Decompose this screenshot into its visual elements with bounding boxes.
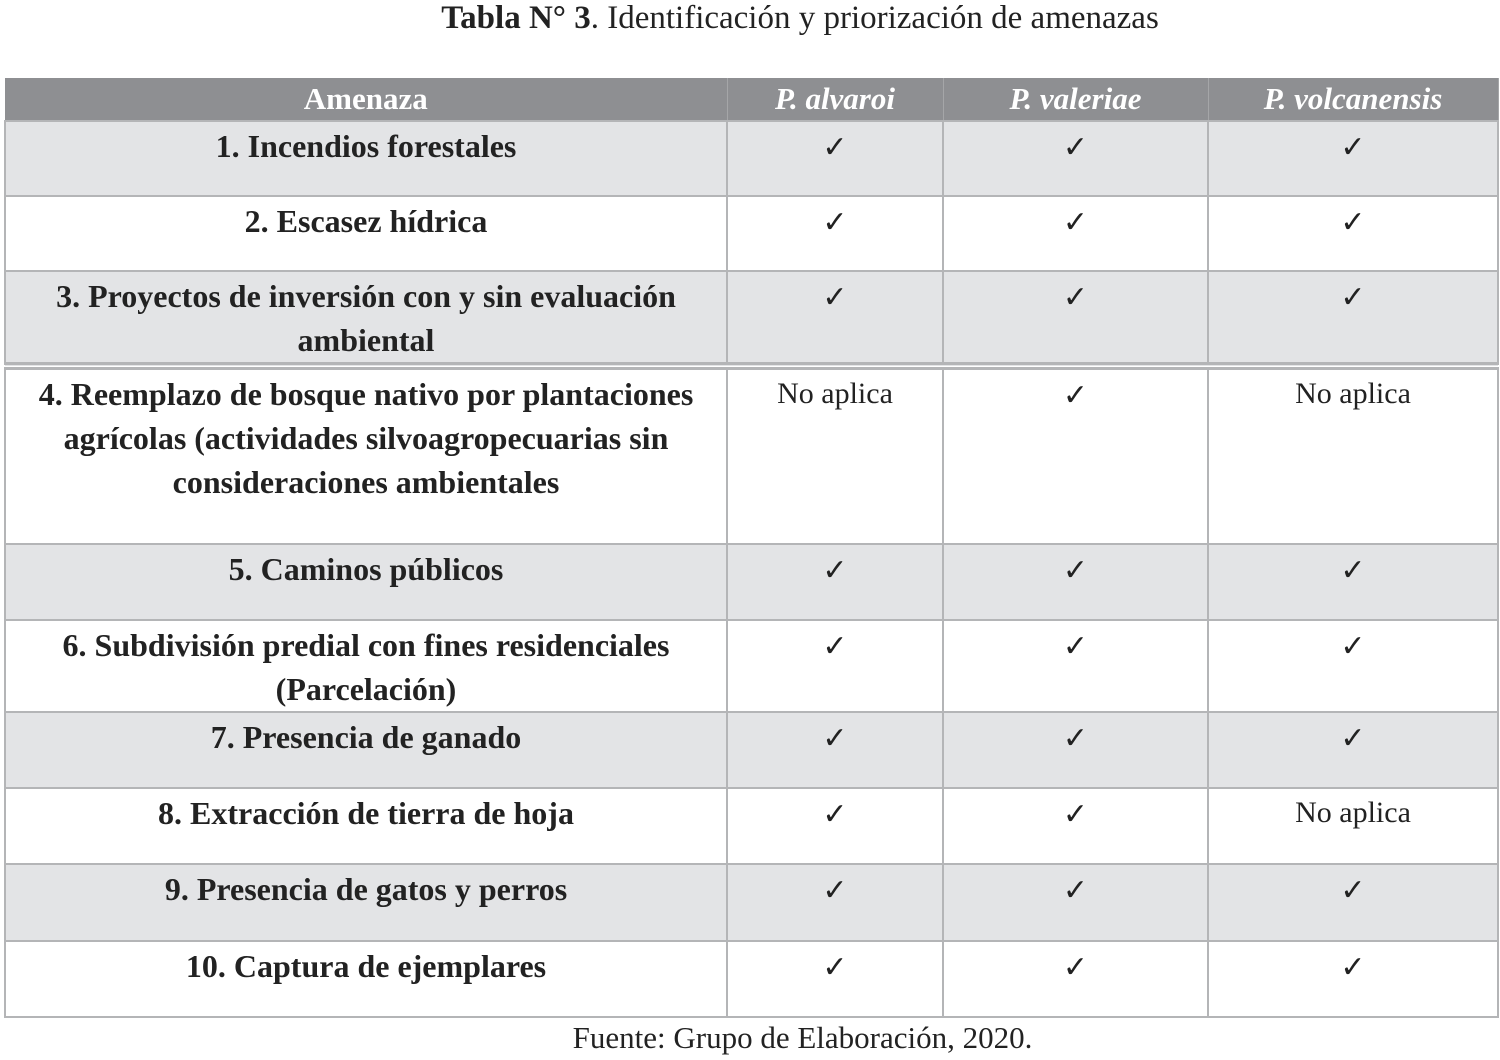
check-icon: ✓ xyxy=(1207,863,1499,942)
check-icon: ✓ xyxy=(942,195,1209,272)
header-p-volcanensis: P. volcanensis xyxy=(1208,78,1499,121)
check-icon: ✓ xyxy=(1207,543,1499,621)
threat-name: 8. Extracción de tierra de hoja xyxy=(4,787,728,865)
check-icon: ✓ xyxy=(726,711,944,789)
threat-name: 4. Reemplazo de bosque nativo por planta… xyxy=(4,365,728,545)
table-row: 5. Caminos públicos ✓ ✓ ✓ xyxy=(4,543,1499,621)
table-row: 1. Incendios forestales ✓ ✓ ✓ xyxy=(4,120,1499,197)
check-icon: ✓ xyxy=(1207,270,1499,370)
check-icon: ✓ xyxy=(726,120,944,197)
table-number: Tabla N° 3 xyxy=(441,0,591,36)
header-row: Amenaza P. alvaroi P. valeriae P. volcan… xyxy=(5,78,1499,121)
check-icon: ✓ xyxy=(1207,940,1499,1018)
check-icon: ✓ xyxy=(726,619,944,713)
threat-name: 6. Subdivisión predial con fines residen… xyxy=(4,619,728,713)
check-icon: ✓ xyxy=(726,863,944,942)
table-row: 8. Extracción de tierra de hoja ✓ ✓ No apli… xyxy=(4,787,1499,865)
header-p-valeriae: P. valeriae xyxy=(943,78,1209,121)
not-applicable-cell: No aplica xyxy=(1207,365,1499,545)
threat-name: 2. Escasez hídrica xyxy=(4,195,728,272)
table-row: 10. Captura de ejemplares ✓ ✓ ✓ xyxy=(4,940,1499,1018)
check-icon: ✓ xyxy=(942,270,1209,370)
table-caption: . Identificación y priorización de amena… xyxy=(590,0,1159,36)
check-icon: ✓ xyxy=(942,863,1209,942)
check-icon: ✓ xyxy=(726,940,944,1018)
not-applicable-cell: No aplica xyxy=(726,365,944,545)
check-icon: ✓ xyxy=(726,543,944,621)
not-applicable-cell: No aplica xyxy=(1207,787,1499,865)
table-row: 4. Reemplazo de bosque nativo por planta… xyxy=(4,365,1499,545)
header-p-alvaroi: P. alvaroi xyxy=(727,78,944,121)
source-note: Fuente: Grupo de Elaboración, 2020. xyxy=(572,1020,1033,1055)
check-icon: ✓ xyxy=(942,787,1209,865)
check-icon: ✓ xyxy=(942,120,1209,197)
threat-name: 10. Captura de ejemplares xyxy=(4,940,728,1018)
check-icon: ✓ xyxy=(1207,619,1499,713)
check-icon: ✓ xyxy=(942,543,1209,621)
table-title: Tabla N° 3. Identificación y priorizació… xyxy=(0,0,1500,36)
table-row: 9. Presencia de gatos y perros ✓ ✓ ✓ xyxy=(4,863,1499,942)
table-row: 6. Subdivisión predial con fines residen… xyxy=(4,619,1499,713)
table-row: 2. Escasez hídrica ✓ ✓ ✓ xyxy=(4,195,1499,272)
check-icon: ✓ xyxy=(1207,711,1499,789)
threat-name: 9. Presencia de gatos y perros xyxy=(4,863,728,942)
threat-name: 5. Caminos públicos xyxy=(4,543,728,621)
check-icon: ✓ xyxy=(942,940,1209,1018)
check-icon: ✓ xyxy=(942,619,1209,713)
check-icon: ✓ xyxy=(1207,195,1499,272)
check-icon: ✓ xyxy=(942,711,1209,789)
header-amenaza: Amenaza xyxy=(5,78,728,121)
threat-name: 1. Incendios forestales xyxy=(4,120,728,197)
threats-table: Amenaza P. alvaroi P. valeriae P. volcan… xyxy=(4,78,1499,1018)
check-icon: ✓ xyxy=(726,787,944,865)
check-icon: ✓ xyxy=(942,365,1209,545)
check-icon: ✓ xyxy=(726,195,944,272)
table-row: 3. Proyectos de inversión con y sin eval… xyxy=(4,270,1499,370)
table-row: 7. Presencia de ganado ✓ ✓ ✓ xyxy=(4,711,1499,789)
check-icon: ✓ xyxy=(726,270,944,370)
threat-name: 7. Presencia de ganado xyxy=(4,711,728,789)
threat-name: 3. Proyectos de inversión con y sin eval… xyxy=(4,270,728,370)
check-icon: ✓ xyxy=(1207,120,1499,197)
